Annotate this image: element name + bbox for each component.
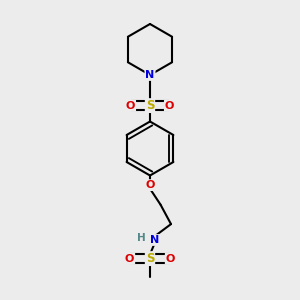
- Text: S: S: [146, 99, 154, 112]
- Text: H: H: [136, 232, 146, 243]
- Text: O: O: [166, 254, 175, 264]
- Text: O: O: [145, 180, 155, 190]
- Text: O: O: [125, 254, 134, 264]
- Text: O: O: [165, 100, 174, 111]
- Text: O: O: [126, 100, 135, 111]
- Text: N: N: [146, 70, 154, 80]
- Text: S: S: [146, 252, 154, 265]
- Text: N: N: [150, 235, 159, 245]
